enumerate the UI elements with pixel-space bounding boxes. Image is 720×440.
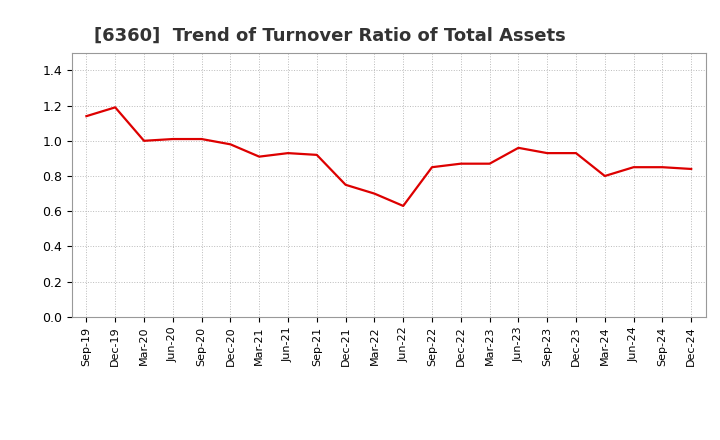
Text: [6360]  Trend of Turnover Ratio of Total Assets: [6360] Trend of Turnover Ratio of Total … <box>94 26 565 44</box>
